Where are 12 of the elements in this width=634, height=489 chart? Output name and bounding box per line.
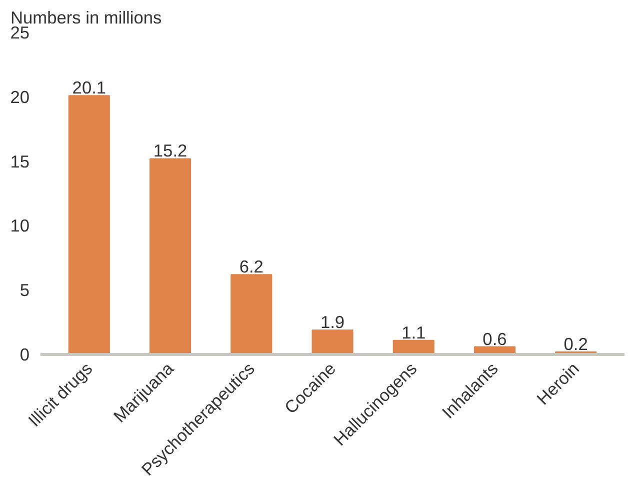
y-tick-label: 10	[10, 216, 30, 236]
data-label: 0.6	[482, 328, 507, 349]
data-label: 6.2	[239, 256, 264, 277]
data-label: 1.9	[320, 312, 345, 332]
y-tick-label: 5	[20, 280, 30, 300]
y-tick-label: 20	[10, 86, 30, 107]
data-label: 0.2	[564, 334, 588, 354]
y-tick-label: 0	[20, 344, 30, 364]
data-label: 1.1	[402, 322, 426, 342]
data-label: 20.1	[72, 78, 106, 98]
y-tick-label: 15	[10, 151, 30, 172]
data-label: 15.2	[153, 140, 188, 161]
